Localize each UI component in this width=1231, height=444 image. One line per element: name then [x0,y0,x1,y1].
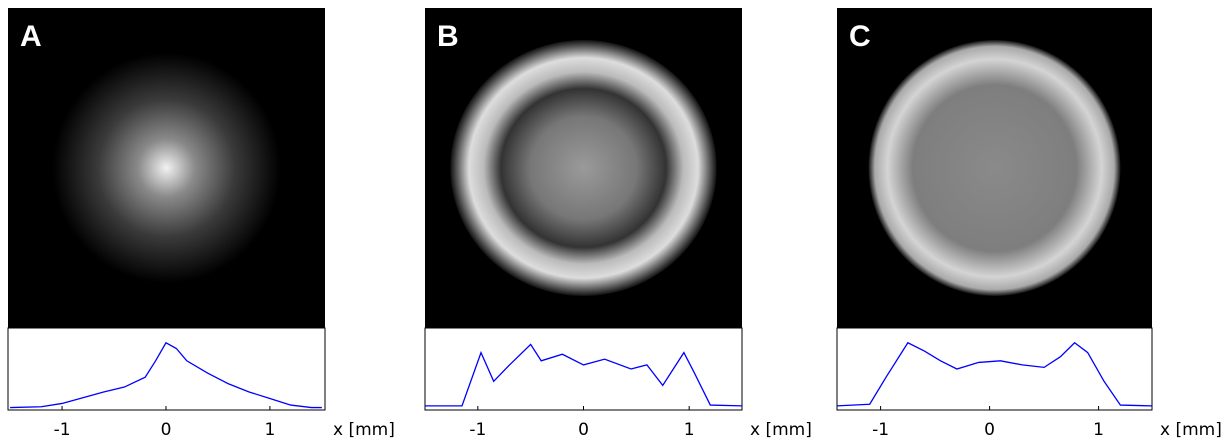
plot-frame [424,327,743,411]
plot-frame [836,327,1153,411]
x-tick-label: 1 [265,420,276,440]
beam-spot [52,52,281,284]
x-tick-label: 0 [984,420,995,440]
plot-frame [7,327,326,411]
x-axis-label: x [mm] [333,420,395,440]
x-tick-label: -1 [872,420,889,440]
beam-spot [450,40,717,296]
x-tick-label: 0 [161,420,172,440]
profile-line [425,343,743,407]
panel-letter: C [849,20,871,53]
profile-line [10,341,322,409]
panel-letter: B [437,20,459,53]
x-axis-label: x [mm] [1160,420,1222,440]
beam-spot [868,40,1121,296]
x-tick-label: 1 [684,420,695,440]
x-tick-label: 0 [578,420,589,440]
profile-line [836,341,1153,407]
x-tick-label: -1 [469,420,486,440]
panel-letter: A [20,20,42,53]
x-tick-label: -1 [54,420,71,440]
x-tick-label: 1 [1093,420,1104,440]
x-axis-label: x [mm] [750,420,812,440]
